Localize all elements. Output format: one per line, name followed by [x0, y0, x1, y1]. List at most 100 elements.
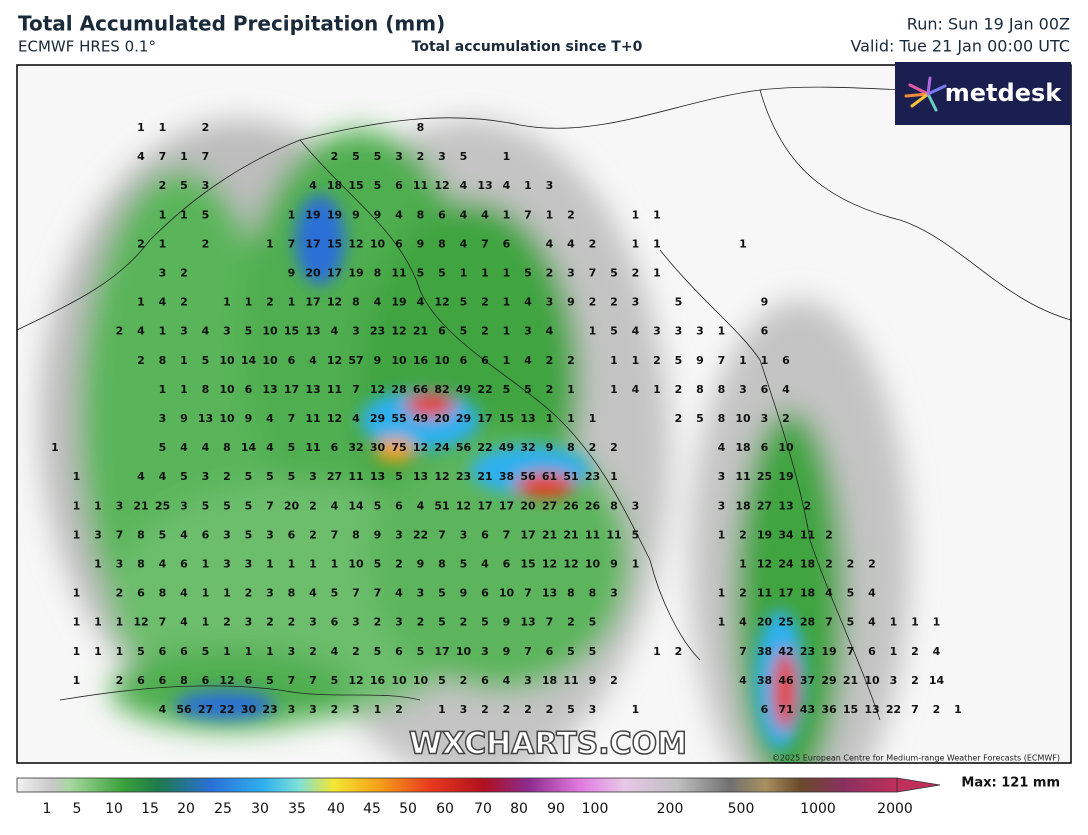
- grid-value: 18: [735, 499, 750, 512]
- grid-value: 18: [327, 179, 342, 192]
- grid-value: 3: [675, 325, 683, 338]
- grid-value: 4: [266, 441, 274, 454]
- grid-value: 1: [137, 121, 145, 134]
- grid-value: 1: [739, 354, 747, 367]
- colorbar-tick-label: 500: [728, 801, 755, 817]
- grid-value: 5: [503, 383, 511, 396]
- grid-value: 2: [180, 296, 188, 309]
- grid-value: 14: [929, 674, 945, 687]
- grid-value: 21: [563, 528, 578, 541]
- grid-value: 8: [567, 441, 575, 454]
- grid-value: 5: [159, 441, 167, 454]
- grid-value: 5: [266, 470, 274, 483]
- grid-value: 10: [434, 354, 450, 367]
- grid-value: 1: [266, 237, 274, 250]
- grid-value: 2: [610, 296, 618, 309]
- grid-value: 5: [589, 645, 597, 658]
- grid-value: 18: [542, 674, 557, 687]
- grid-value: 2: [245, 587, 253, 600]
- grid-value: 7: [288, 674, 296, 687]
- grid-value: 6: [202, 674, 210, 687]
- grid-value: 8: [718, 412, 726, 425]
- grid-value: 9: [374, 208, 382, 221]
- grid-value: 3: [546, 179, 554, 192]
- grid-value: 1: [288, 296, 296, 309]
- colorbar-tick-label: 25: [214, 801, 232, 817]
- grid-value: 3: [739, 383, 747, 396]
- grid-value: 27: [542, 499, 557, 512]
- grid-value: 1: [288, 558, 296, 571]
- grid-value: 21: [477, 470, 492, 483]
- grid-value: 5: [589, 616, 597, 629]
- grid-value: 17: [499, 499, 514, 512]
- grid-value: 10: [348, 558, 364, 571]
- precip-hotspots: [175, 195, 805, 750]
- grid-value: 1: [94, 499, 102, 512]
- grid-value: 4: [417, 499, 425, 512]
- grid-value: 12: [434, 470, 449, 483]
- grid-value: 21: [133, 499, 148, 512]
- colorbar-tick-label: 60: [436, 801, 454, 817]
- logo-text: metdesk: [945, 79, 1063, 107]
- grid-value: 2: [911, 645, 919, 658]
- grid-value: 4: [481, 558, 489, 571]
- grid-value: 3: [245, 558, 253, 571]
- grid-value: 2: [481, 296, 489, 309]
- grid-value: 18: [735, 441, 750, 454]
- colorbar-arrow: [896, 777, 941, 793]
- colorbar-tick-label: 90: [547, 801, 565, 817]
- grid-value: 12: [327, 296, 342, 309]
- grid-value: 5: [696, 412, 704, 425]
- grid-value: 1: [202, 616, 210, 629]
- grid-value: 6: [761, 383, 769, 396]
- grid-value: 2: [503, 703, 511, 716]
- grid-value: 13: [262, 383, 277, 396]
- grid-value: 2: [137, 354, 145, 367]
- grid-values: 1 1 2 84 7 1 7 2 5 5 3 2 3 5 12 5 3 4 18 15 5 6 11 12 4 13 4 1 31 1 5 1…: [51, 121, 962, 716]
- grid-value: 4: [180, 587, 188, 600]
- grid-value: 23: [800, 645, 815, 658]
- grid-value: 13: [198, 412, 213, 425]
- grid-value: 4: [180, 528, 188, 541]
- grid-value: 17: [477, 412, 492, 425]
- grid-value: 8: [567, 587, 575, 600]
- grid-value: 1: [610, 470, 618, 483]
- grid-value: 3: [589, 703, 597, 716]
- grid-value: 1: [653, 208, 661, 221]
- grid-value: 9: [374, 354, 382, 367]
- grid-value: 3: [632, 296, 640, 309]
- grid-value: 6: [546, 645, 554, 658]
- grid-value: 1: [73, 616, 81, 629]
- grid-value: 4: [331, 645, 339, 658]
- grid-value: 10: [262, 325, 278, 338]
- grid-value: 1: [503, 208, 511, 221]
- grid-value: 23: [456, 470, 471, 483]
- grid-value: 42: [778, 645, 793, 658]
- grid-value: 2: [524, 703, 532, 716]
- grid-value: 9: [374, 528, 382, 541]
- colorbar-tick-label: 50: [399, 801, 417, 817]
- grid-value: 4: [137, 470, 145, 483]
- grid-value: 5: [245, 499, 253, 512]
- grid-value: 22: [413, 528, 428, 541]
- grid-value: 13: [520, 616, 535, 629]
- grid-value: 1: [73, 499, 81, 512]
- grid-value: 22: [219, 703, 234, 716]
- grid-value: 29: [456, 412, 471, 425]
- grid-value: 11: [305, 412, 320, 425]
- grid-value: 7: [288, 412, 296, 425]
- grid-value: 17: [305, 237, 320, 250]
- grid-value: 4: [739, 674, 747, 687]
- grid-value: 1: [546, 412, 554, 425]
- grid-value: 15: [499, 412, 514, 425]
- grid-value: 3: [309, 703, 317, 716]
- grid-value: 2: [159, 179, 167, 192]
- grid-value: 3: [352, 703, 360, 716]
- grid-value: 11: [606, 528, 621, 541]
- grid-value: 21: [843, 674, 858, 687]
- valid-time: Valid: Tue 21 Jan 00:00 UTC: [850, 37, 1070, 56]
- grid-value: 46: [778, 674, 794, 687]
- grid-value: 10: [778, 441, 794, 454]
- grid-value: 2: [202, 237, 210, 250]
- grid-value: 10: [391, 674, 407, 687]
